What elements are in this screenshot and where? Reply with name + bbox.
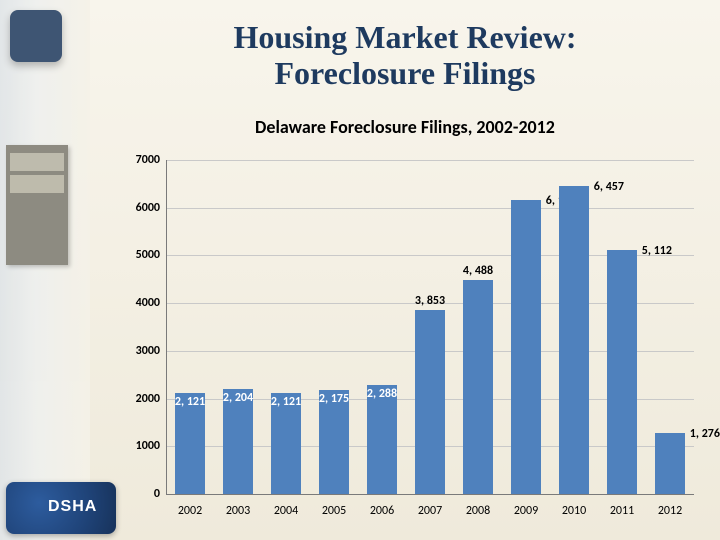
x-tick-label: 2004 [274,504,298,518]
y-tick-label: 7000 [120,153,160,167]
x-axis [166,494,694,495]
bar-value-label: 2, 288 [367,387,397,401]
x-tick-label: 2006 [370,504,394,518]
y-tick-label: 2000 [120,392,160,406]
bar [463,280,493,494]
bar-value-label: 2, 121 [175,395,205,409]
y-tick-label: 5000 [120,248,160,262]
bar-value-label: 2, 204 [223,391,253,405]
title-line-1: Housing Market Review: [110,20,700,56]
bar-value-label: 2, 175 [319,392,349,406]
bar-value-label: 1, 276 [690,427,720,441]
slide-title: Housing Market Review: Foreclosure Filin… [110,20,700,92]
x-tick-label: 2012 [658,504,682,518]
x-tick-label: 2005 [322,504,346,518]
y-tick-label: 6000 [120,201,160,215]
x-tick-label: 2008 [466,504,490,518]
x-tick-label: 2009 [514,504,538,518]
plot-area: 2, 121 2, 204 2, 121 2, 175 2, 288 3, 853 4, 4… [166,160,694,494]
dsha-logo [6,482,116,534]
x-tick-label: 2002 [178,504,202,518]
x-tick-label: 2003 [226,504,250,518]
left-photo-strip [0,0,90,540]
bar-value-label: 6, 457 [594,180,624,194]
x-tick-label: 2011 [610,504,634,518]
bar [511,200,541,494]
bar [415,310,445,494]
bar-chart: 2, 121 2, 204 2, 121 2, 175 2, 288 3, 853 4, 4… [120,150,700,520]
bar-value-label: 2, 121 [271,395,301,409]
y-axis [166,160,167,494]
y-tick-label: 1000 [120,439,160,453]
x-tick-label: 2010 [562,504,586,518]
y-tick-label: 4000 [120,296,160,310]
title-line-2: Foreclosure Filings [110,56,700,92]
grid-line [166,160,694,161]
y-tick-label: 0 [120,487,160,501]
bar [367,385,397,494]
x-tick-label: 2007 [418,504,442,518]
office-sign [6,145,68,265]
chart-title: Delaware Foreclosure Filings, 2002-2012 [110,116,700,138]
grid-line [166,208,694,209]
bar-value-label: 3, 853 [415,294,445,308]
bar [655,433,685,494]
bar [559,186,589,494]
slide-root: Housing Market Review: Foreclosure Filin… [0,0,720,540]
bar-value-label: 5, 112 [642,244,672,258]
y-tick-label: 3000 [120,344,160,358]
bar-value-label: 4, 488 [463,264,493,278]
bar [607,250,637,494]
